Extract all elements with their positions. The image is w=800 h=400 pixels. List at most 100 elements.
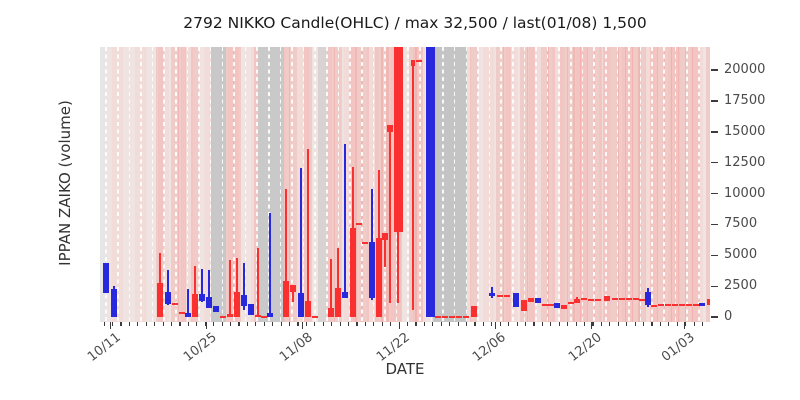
x-major-tick	[302, 322, 304, 329]
red-day-tint	[560, 47, 568, 322]
candle-body	[102, 262, 110, 293]
chart-title: 2792 NIKKO Candle(OHLC) / max 32,500 / l…	[183, 14, 647, 32]
x-minor-tick	[246, 322, 248, 326]
red-day-tint	[191, 47, 199, 322]
x-minor-tick	[339, 322, 341, 326]
candle-body	[625, 298, 633, 301]
x-minor-tick	[196, 322, 198, 326]
candle-body	[441, 316, 449, 318]
red-day-tint	[355, 47, 363, 322]
x-minor-tick	[516, 322, 518, 326]
gridline	[523, 47, 526, 322]
red-day-tint	[678, 47, 686, 322]
gridline	[175, 47, 177, 322]
x-minor-tick	[272, 322, 274, 326]
candle-body	[573, 299, 581, 303]
gridline	[546, 47, 549, 322]
gridline	[488, 47, 491, 322]
x-minor-tick	[575, 322, 577, 326]
red-day-tint	[603, 47, 611, 322]
gridline	[337, 47, 340, 322]
gridline	[349, 47, 351, 322]
x-minor-tick	[423, 322, 426, 326]
gridline	[651, 47, 654, 322]
candle-body	[553, 302, 561, 309]
candle-wick	[167, 270, 169, 305]
candle-body	[603, 296, 611, 301]
candle-body	[541, 303, 549, 306]
gridline	[267, 47, 270, 322]
x-minor-tick	[297, 322, 299, 326]
red-day-tint	[638, 47, 646, 322]
red-day-tint	[547, 47, 555, 322]
x-minor-tick	[120, 322, 122, 326]
x-minor-tick	[525, 322, 527, 326]
x-minor-tick	[643, 322, 645, 326]
x-minor-tick	[213, 322, 215, 326]
candle-body	[198, 294, 206, 301]
x-minor-tick	[449, 322, 451, 326]
candle-body	[212, 305, 220, 312]
y-tick	[711, 285, 718, 287]
x-minor-tick	[364, 322, 367, 326]
red-day-tint	[594, 47, 602, 322]
candle-body	[304, 300, 312, 317]
candle-body	[698, 303, 706, 307]
gridline	[233, 47, 235, 322]
x-minor-tick	[550, 322, 552, 326]
candle-body	[311, 315, 319, 318]
candle-body	[164, 291, 172, 305]
gridline	[616, 47, 619, 322]
x-minor-tick	[103, 322, 105, 326]
candle-body	[455, 316, 463, 318]
gridline	[105, 47, 107, 322]
gridline	[639, 47, 642, 322]
y-tick	[711, 131, 718, 133]
candle-body	[334, 288, 342, 317]
gridline	[442, 47, 444, 322]
candle-body	[297, 292, 305, 317]
gridline	[116, 47, 119, 322]
candle-body	[664, 304, 672, 307]
gridline	[453, 47, 456, 322]
gridline	[674, 47, 677, 322]
gridline	[198, 47, 200, 322]
gridline	[686, 47, 688, 322]
candle-wick	[285, 188, 287, 317]
x-minor-tick	[229, 322, 232, 326]
x-major-tick	[495, 322, 497, 329]
red-day-tint	[664, 47, 672, 322]
x-minor-tick	[137, 322, 139, 326]
gridline	[291, 47, 293, 322]
candle-body	[678, 304, 686, 307]
candle-body	[448, 316, 456, 318]
red-day-tint	[611, 47, 619, 322]
gridline	[221, 47, 224, 322]
y-tick-label: 17500	[724, 92, 766, 108]
x-minor-tick	[322, 322, 324, 326]
candle-body	[254, 314, 262, 317]
x-minor-tick	[491, 322, 493, 326]
x-minor-tick	[373, 322, 375, 326]
candle-body	[368, 241, 376, 299]
gray-band	[318, 47, 327, 322]
red-day-tint	[289, 47, 297, 322]
candle-body	[692, 304, 700, 307]
candle-body	[638, 299, 646, 302]
red-day-tint	[650, 47, 658, 322]
x-minor-tick	[390, 322, 392, 326]
gridline	[151, 47, 154, 322]
candle-body	[156, 283, 164, 317]
y-tick	[711, 192, 718, 195]
candle-body	[355, 223, 363, 226]
red-day-tint	[692, 47, 700, 322]
x-minor-tick	[187, 322, 189, 326]
x-minor-tick	[592, 322, 594, 326]
candle-body	[361, 242, 369, 245]
candle-body	[266, 313, 274, 317]
gridline	[697, 47, 700, 322]
candle-wick	[300, 167, 302, 317]
candle-body	[425, 47, 435, 317]
x-major-tick	[399, 322, 401, 329]
red-day-tint	[361, 47, 369, 322]
